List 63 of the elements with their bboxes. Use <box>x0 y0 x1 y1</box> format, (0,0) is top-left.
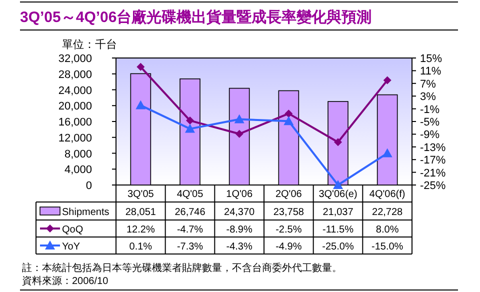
data-label: 26,746 <box>174 207 206 218</box>
y-tick-label: 4,000 <box>64 164 92 176</box>
y2-tick-label: -1% <box>420 104 440 116</box>
data-label: -4.9% <box>276 242 302 252</box>
data-label: 28,051 <box>125 207 156 218</box>
point <box>136 62 145 71</box>
data-label: -7.3% <box>176 242 204 252</box>
data-label: -25.0% <box>322 242 354 252</box>
y2-tick-label: -21% <box>420 167 446 180</box>
y2-tick-label: 7% <box>420 78 436 90</box>
x-tick-label: 3Q'05 <box>127 189 154 200</box>
y-tick-label: 8,000 <box>64 148 92 160</box>
y-tick-label: 12,000 <box>58 132 92 144</box>
y-tick-label: 16,000 <box>58 116 92 128</box>
data-label: 0.1% <box>129 242 152 252</box>
y-tick-label: 24,000 <box>58 84 92 97</box>
point <box>334 138 342 146</box>
data-label: 24,370 <box>224 207 256 218</box>
data-label: -4.7% <box>176 224 204 236</box>
data-label: 12.2% <box>126 224 155 236</box>
data-label: -15.0% <box>371 242 404 252</box>
point <box>383 76 392 84</box>
y-tick-label: 32,000 <box>58 53 92 65</box>
point <box>186 116 194 125</box>
x-tick-label: 3Q'06(e) <box>318 189 358 200</box>
data-label: -11.5% <box>322 224 354 236</box>
y2-tick-label: 3% <box>420 91 436 104</box>
y-tick-label: 28,000 <box>58 68 92 81</box>
data-label: 22,728 <box>372 207 404 218</box>
point <box>185 124 195 133</box>
y-axis-title: 單位：千台 <box>62 38 117 51</box>
y2-tick-label: -17% <box>420 154 446 167</box>
data-label: 21,037 <box>322 207 354 218</box>
legend-label: YoY <box>62 242 80 252</box>
data-label: 23,758 <box>273 207 304 218</box>
point <box>284 110 293 118</box>
x-tick-label: 1Q'06 <box>226 189 253 200</box>
point <box>382 148 392 158</box>
text: 註：本統計包括為日本等光碟機業者貼牌數量，不含台商委外代工數量。 <box>22 262 342 274</box>
data-label: -4.3% <box>226 242 252 252</box>
point <box>333 180 343 189</box>
data-label: 8.0% <box>376 224 399 236</box>
data-label: -2.5% <box>276 224 302 236</box>
point <box>284 116 294 126</box>
y-tick-label: 20,000 <box>58 100 92 113</box>
legend-label: Shipments <box>62 207 110 218</box>
y2-tick-label: 15% <box>420 53 442 65</box>
point <box>136 100 146 110</box>
legend-label: QoQ <box>62 224 84 236</box>
y2-tick-label: -5% <box>420 116 440 128</box>
x-tick-label: 4Q'06(f) <box>369 189 406 200</box>
chart-title: 3Q’05～4Q’06台廠光碟機出貨量暨成長率變化與預測 <box>20 8 372 26</box>
source-note: 資料來源：2006/10 <box>22 275 109 287</box>
x-tick-label: 4Q'05 <box>176 189 204 200</box>
data-label: -8.9% <box>226 224 252 236</box>
y2-tick-label: 11% <box>420 66 442 78</box>
y2-tick-label: -13% <box>420 142 446 154</box>
point <box>235 130 244 138</box>
y-tick-label: 0 <box>86 180 92 192</box>
x-tick-label: 2Q'06 <box>275 189 302 200</box>
y2-tick-label: -9% <box>420 129 440 142</box>
point <box>234 114 244 124</box>
y2-tick-label: -25% <box>420 180 446 192</box>
